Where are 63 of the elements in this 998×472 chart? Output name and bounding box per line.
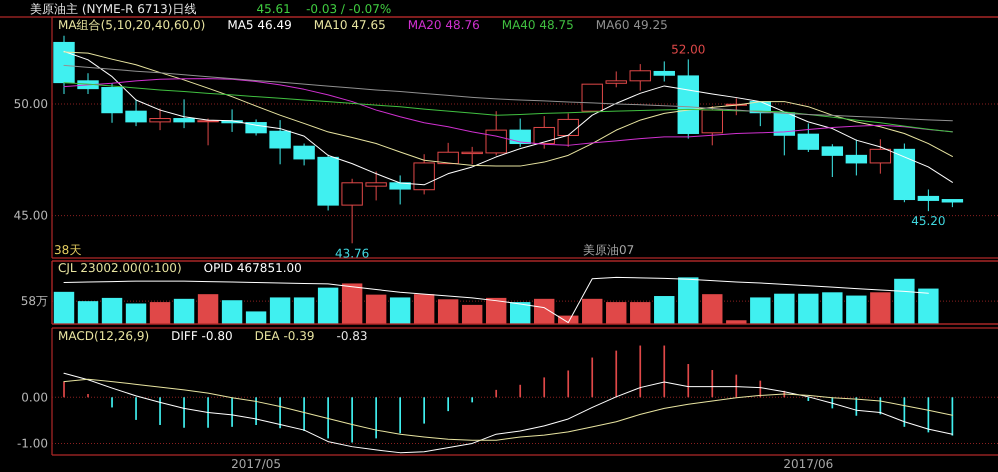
text: MA60 49.25 [596,18,668,32]
line-series [64,372,953,454]
chart-title: CJL 23002.00(0:100) [58,261,182,275]
bar [894,278,915,324]
bar [438,299,458,324]
bar [414,294,434,324]
text: MA5 46.49 [227,18,292,32]
y-tick-label: 50.00 [14,97,48,112]
legend-title: MA组合(5,10,20,40,60,0) [58,18,206,32]
bar [798,294,819,324]
annotation: 美原油07 [583,243,634,257]
series-label: OPID 467851.00 [204,261,302,275]
text: MA20 48.76 [408,18,480,32]
bar [342,283,362,324]
line-series [64,378,953,441]
bar [174,298,194,324]
annotation: 52.00 [671,42,706,56]
bar [78,301,98,324]
bar [318,288,338,324]
bar [510,302,530,324]
bar [366,294,386,324]
text: DEA -0.39 [254,329,314,343]
bar [462,304,482,324]
y-tick-label: 0.00 [21,390,48,404]
bar [918,288,939,324]
bar [486,298,506,324]
bar [654,296,674,324]
bar [534,298,554,324]
legend-title: MACD(12,26,9) [58,329,150,343]
annotation: 38天 [54,243,82,257]
bar [198,294,218,324]
x-tick-label: 2017/06 [783,457,834,471]
bar [102,298,122,324]
annotation: 45.20 [911,214,946,228]
bar [246,311,266,324]
bar [294,297,314,324]
y-tick-label: 45.00 [14,208,48,223]
ref-line-label: 58万 [20,294,48,308]
bar [630,302,650,324]
bar [54,292,74,324]
y-tick-label: -1.00 [16,436,48,450]
bar [270,297,290,324]
bar [222,300,242,324]
text: MA40 48.75 [502,18,574,32]
bar [870,292,891,324]
annotation: 43.76 [334,246,370,260]
chart-title: 美原油主 (NYME-R 6713)日线 [30,2,196,16]
bar [126,303,146,324]
chart-subtitle: 45.61 -0.03 / -0.07% [256,2,392,16]
annotation: -0.83 [336,329,368,343]
bar [822,292,843,324]
bar [702,294,722,324]
bar [582,298,602,324]
bar [390,297,410,324]
bar [150,302,170,324]
bar [678,277,698,324]
x-tick-label: 2017/05 [231,457,282,471]
text: DIFF -0.80 [171,329,233,343]
bar [846,296,867,324]
bar [750,297,771,324]
bar [606,302,626,324]
text: MA10 47.65 [314,18,386,32]
bar [774,294,795,324]
